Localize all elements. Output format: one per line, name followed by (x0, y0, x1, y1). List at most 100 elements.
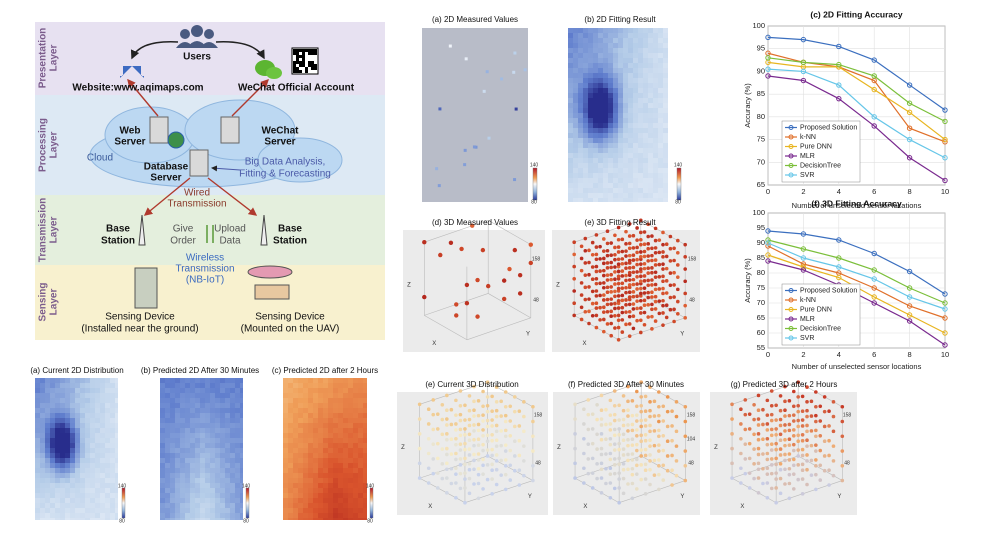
plot-3d-point (476, 452, 481, 456)
heatmap-cell (618, 128, 623, 133)
heatmap-cell (45, 463, 50, 468)
heatmap-cell (653, 33, 658, 38)
heatmap-cell (618, 113, 623, 118)
heatmap-cell (75, 503, 80, 508)
heatmap-cell (643, 98, 648, 103)
heatmap-cell (230, 458, 235, 463)
heatmap-cell (240, 508, 243, 513)
heatmap-cell (115, 418, 118, 423)
plot-3d-point (648, 444, 652, 448)
heatmap-cell (663, 173, 668, 178)
plot-3d-point (627, 314, 632, 319)
plot-3d-point (650, 290, 654, 295)
plot-3d-point (620, 305, 625, 310)
legend-label: SVR (800, 335, 814, 342)
heatmap-cell (588, 113, 593, 118)
heatmap-cell (283, 493, 288, 498)
plot-3d-point (761, 452, 765, 456)
heatmap-cell (593, 63, 598, 68)
heatmap-cell (588, 73, 593, 78)
measured-point (474, 145, 478, 149)
plot-3d-point (661, 267, 665, 271)
heatmap-cell (230, 393, 235, 398)
heatmap-cell (658, 148, 663, 153)
heatmap-cell (338, 418, 343, 423)
x-tick-label: 2 (801, 350, 805, 359)
heatmap-cell (583, 33, 588, 38)
plot-3d-point (617, 447, 621, 452)
x-tick-label: 6 (872, 187, 876, 196)
heatmap-cell (235, 428, 240, 433)
heatmap-cell (215, 388, 220, 393)
heatmap-cell (115, 468, 118, 473)
heatmap-cell (643, 148, 648, 153)
heatmap-cell (328, 438, 333, 443)
plot-3d-point (769, 412, 774, 417)
plot-3d-point (431, 427, 436, 432)
heatmap-cell (95, 478, 100, 483)
heatmap-cell (225, 408, 230, 413)
heatmap-cell (308, 513, 313, 518)
heatmap-cell (658, 28, 663, 33)
heatmap-cell (105, 498, 110, 503)
series-marker (871, 267, 877, 273)
heatmap-cell (165, 458, 170, 463)
heatmap-cell (105, 428, 110, 433)
heatmap-cell (618, 73, 623, 78)
heatmap-cell (568, 123, 573, 128)
plot-3d-point (583, 261, 588, 265)
heatmap-cell (235, 433, 240, 438)
heatmap-cell (318, 403, 323, 408)
heatmap-cell (40, 488, 45, 493)
heatmap-cell (343, 443, 348, 448)
heatmap-cell (608, 78, 613, 83)
heatmap-cell (313, 448, 318, 453)
heatmap-cell (633, 123, 638, 128)
series-marker (942, 107, 948, 113)
heatmap-cell (313, 458, 318, 463)
heatmap-cell (568, 83, 573, 88)
plot-3d-point (609, 309, 613, 314)
heatmap-cell (573, 58, 578, 63)
plot-3d-point (472, 423, 476, 427)
plot-3d-point (438, 252, 443, 258)
heatmap-cell (303, 428, 308, 433)
heatmap-cell (333, 378, 338, 383)
plot-3d-point (431, 442, 436, 446)
heatmap-cell (648, 153, 653, 158)
heatmap-cell (573, 123, 578, 128)
heatmap-cell (333, 413, 338, 418)
heatmap-cell (598, 28, 603, 33)
heatmap-cell (603, 143, 608, 148)
plot-3d-point (583, 236, 588, 241)
heatmap-cell (308, 508, 313, 513)
heatmap-cell (175, 518, 180, 520)
plot-3d-point (683, 267, 687, 271)
heatmap-cell (308, 488, 313, 493)
heatmap-cell (353, 518, 358, 520)
heatmap-cell (588, 193, 593, 198)
heatmap-cell (95, 503, 100, 508)
plot-3d-point (605, 297, 610, 302)
heatmap-cell (643, 158, 648, 163)
heatmap-cell (45, 378, 50, 383)
heatmap-cell (293, 498, 298, 503)
y-tick-label: 95 (757, 44, 765, 53)
heatmap-cell (603, 153, 608, 158)
heatmap-cell (283, 378, 288, 383)
plot-3d-point (620, 257, 625, 261)
axis-letter: X (583, 341, 587, 347)
heatmap-cell (298, 438, 303, 443)
plot-3d-point (627, 302, 632, 307)
plot-3d-point (765, 442, 770, 447)
heatmap-cell (160, 383, 165, 388)
heatmap-cell (618, 33, 623, 38)
heatmap-cell (80, 468, 85, 473)
heatmap-cell (235, 478, 240, 483)
plot-3d-point (800, 447, 805, 452)
heatmap-cell (638, 43, 643, 48)
heatmap-cell (230, 488, 235, 493)
exchange-arrows (206, 225, 214, 243)
heatmap-cell (288, 443, 293, 448)
heatmap-cell (225, 508, 230, 513)
